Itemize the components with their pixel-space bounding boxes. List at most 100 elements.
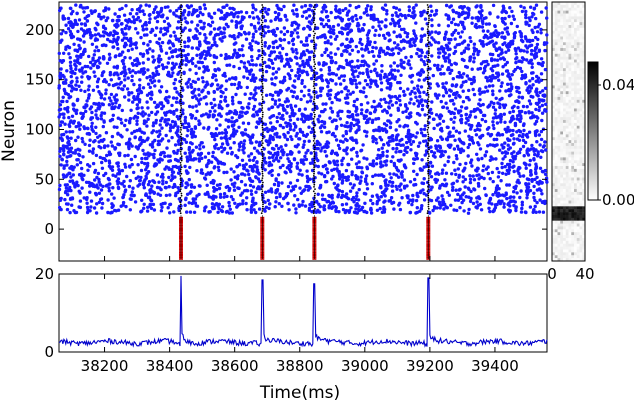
spike-dot xyxy=(420,107,425,112)
spike-dot xyxy=(183,40,187,44)
spike-dot xyxy=(126,48,131,53)
spike-dot xyxy=(385,46,390,50)
spike-dot xyxy=(505,196,509,201)
spike-dot xyxy=(248,183,253,188)
spike-dot xyxy=(405,107,409,111)
spike-dot xyxy=(417,78,421,82)
spike-dot xyxy=(205,163,209,167)
spike-dot xyxy=(383,127,387,131)
spike-dot xyxy=(492,126,496,131)
spike-dot xyxy=(380,63,384,68)
spike-dot xyxy=(277,98,281,102)
spike-dot xyxy=(489,132,494,137)
spike-dot xyxy=(343,124,347,128)
spike-dot xyxy=(298,186,302,190)
spike-dot xyxy=(169,34,173,38)
spike-dot xyxy=(94,37,98,41)
spike-dot xyxy=(152,7,157,12)
spike-dot xyxy=(495,58,500,62)
spike-dot xyxy=(446,24,451,28)
spike-dot xyxy=(507,171,511,175)
spike-dot xyxy=(83,16,87,20)
spike-dot xyxy=(515,89,519,94)
spike-dot xyxy=(204,102,209,106)
spike-dot xyxy=(493,108,498,112)
spike-dot xyxy=(307,7,312,12)
spike-dot xyxy=(142,206,146,210)
spike-dot xyxy=(270,105,275,109)
spike-dot xyxy=(506,88,511,93)
spike-dot xyxy=(297,73,302,78)
spike-dot xyxy=(233,175,237,179)
spike-dot xyxy=(139,168,144,173)
spike-dot xyxy=(142,202,146,206)
spike-dot xyxy=(68,6,73,10)
spike-dot xyxy=(183,16,187,20)
spike-dot xyxy=(340,109,344,114)
spike-dot xyxy=(224,134,228,138)
spike-dot xyxy=(216,210,220,214)
spike-dot xyxy=(316,164,320,169)
spike-dot xyxy=(455,179,459,183)
spike-dot xyxy=(223,13,227,18)
spike-dot xyxy=(452,111,456,116)
spike-dot xyxy=(164,186,168,190)
spike-dot xyxy=(142,139,147,143)
spike-dot xyxy=(407,39,412,44)
spike-dot xyxy=(305,59,309,64)
spike-dot xyxy=(59,32,64,36)
spike-dot xyxy=(458,205,462,210)
spike-dot xyxy=(186,44,190,49)
spike-dot xyxy=(408,92,412,96)
spike-dot xyxy=(351,78,355,83)
spike-dot xyxy=(389,22,393,26)
spike-dot xyxy=(182,71,186,76)
spike-dot xyxy=(386,119,390,123)
spike-dot xyxy=(333,52,338,56)
spike-dot xyxy=(170,67,174,72)
spike-dot xyxy=(83,64,87,69)
spike-dot xyxy=(329,51,333,55)
spike-dot xyxy=(545,16,549,20)
spike-dot xyxy=(77,152,81,156)
spike-dot xyxy=(270,97,275,102)
spike-dot xyxy=(126,153,130,157)
spike-dot xyxy=(212,179,216,183)
spike-dot xyxy=(116,15,120,19)
spike-dot xyxy=(509,21,514,26)
spike-dot xyxy=(409,55,413,59)
spike-dot xyxy=(432,117,436,122)
spike-dot xyxy=(167,185,171,189)
spike-dot xyxy=(201,12,205,17)
spike-dot xyxy=(302,162,306,166)
spike-dot xyxy=(61,95,65,100)
spike-dot xyxy=(193,197,198,201)
spike-dot xyxy=(344,48,348,52)
spike-dot xyxy=(197,93,201,97)
spike-dot xyxy=(520,60,524,64)
spike-dot xyxy=(107,178,111,182)
spike-dot xyxy=(195,204,200,208)
spike-dot xyxy=(292,79,297,83)
spike-dot xyxy=(530,65,534,70)
spike-dot xyxy=(454,62,458,66)
spike-dot xyxy=(523,111,528,115)
spike-dot xyxy=(64,78,68,82)
spike-dot xyxy=(453,138,457,142)
spike-dot xyxy=(349,148,354,152)
spike-dot xyxy=(454,96,458,100)
spike-dot xyxy=(528,59,533,63)
spike-dot xyxy=(119,22,124,26)
spike-dot xyxy=(477,173,481,177)
spike-dot xyxy=(189,82,193,87)
spike-dot xyxy=(320,53,324,57)
spike-dot xyxy=(214,127,219,131)
spike-dot xyxy=(346,101,350,105)
spike-dot xyxy=(155,110,160,114)
spike-dot xyxy=(100,160,104,165)
spike-dot xyxy=(365,157,369,161)
spike-dot xyxy=(212,36,216,40)
spike-dot xyxy=(250,141,254,145)
spike-dot xyxy=(382,75,386,80)
